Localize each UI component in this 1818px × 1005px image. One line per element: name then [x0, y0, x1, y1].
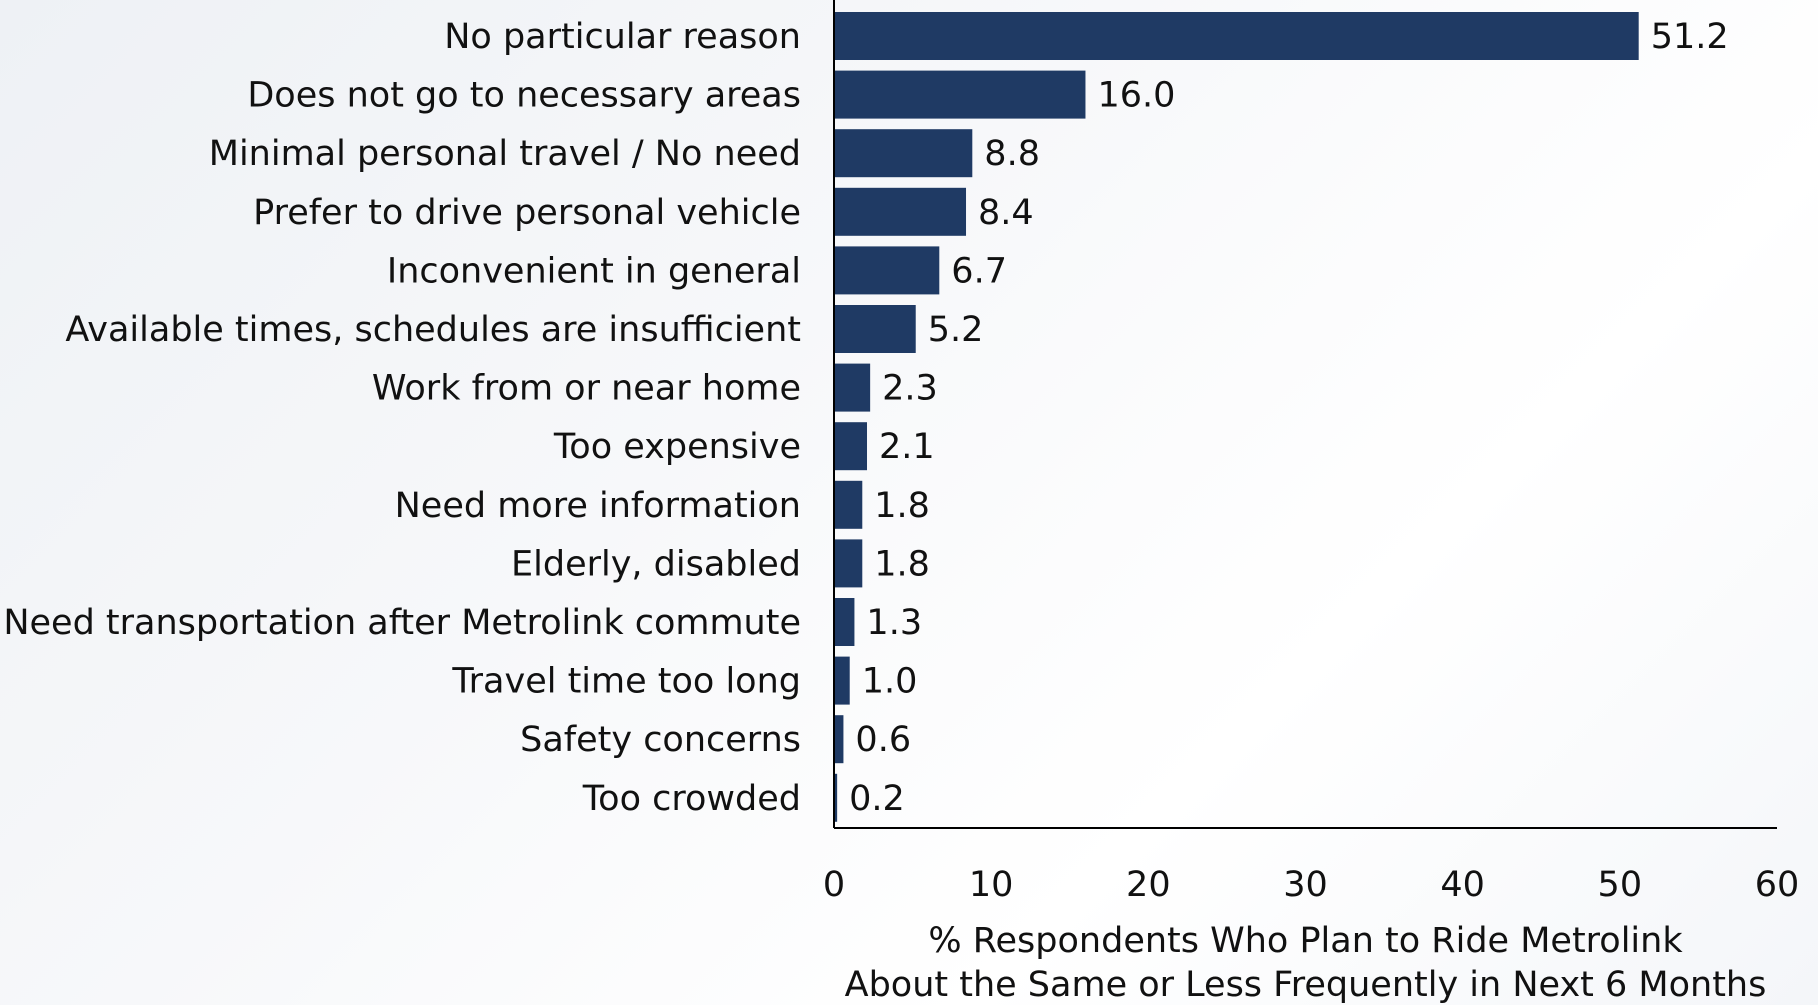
category-label: Minimal personal travel / No need	[209, 134, 801, 174]
bar	[834, 539, 863, 588]
bars-layer	[834, 12, 1639, 822]
x-axis-title-line-1: % Respondents Who Plan to Ride Metrolink	[928, 921, 1683, 961]
bar	[834, 773, 838, 822]
category-label: Too crowded	[582, 779, 801, 819]
value-label: 2.1	[879, 427, 935, 467]
value-label: 16.0	[1097, 76, 1175, 116]
bar	[834, 70, 1086, 119]
category-label: Need more information	[395, 486, 801, 526]
x-tick-label: 30	[1283, 865, 1328, 905]
bar	[834, 480, 863, 529]
category-label: No particular reason	[444, 17, 801, 57]
x-tick-label: 10	[969, 865, 1014, 905]
value-label: 0.2	[849, 779, 905, 819]
bar	[834, 129, 973, 178]
category-label: Inconvenient in general	[387, 251, 801, 291]
bar	[834, 12, 1639, 60]
category-label: Does not go to necessary areas	[247, 76, 801, 116]
x-tick-label: 60	[1755, 865, 1800, 905]
value-label: 1.8	[874, 486, 930, 526]
category-label: Work from or near home	[372, 369, 801, 409]
x-tick-label: 20	[1126, 865, 1171, 905]
value-label: 1.3	[866, 603, 922, 643]
bar	[834, 246, 940, 295]
category-label: Elderly, disabled	[511, 544, 801, 584]
value-label: 8.8	[984, 134, 1040, 174]
category-label: Too expensive	[553, 427, 801, 467]
x-tick-label: 50	[1598, 865, 1643, 905]
bar	[834, 598, 855, 646]
value-label: 51.2	[1651, 17, 1729, 57]
bar	[834, 656, 850, 705]
x-tick-label: 0	[823, 865, 845, 905]
value-label: 2.3	[882, 369, 938, 409]
bar	[834, 422, 868, 471]
category-label: Safety concerns	[520, 720, 801, 760]
x-ticks-layer: 0 10 20 30 40 50 60	[823, 865, 1799, 905]
value-label: 8.4	[978, 193, 1034, 233]
value-label: 1.8	[874, 544, 930, 584]
x-tick-label: 40	[1440, 865, 1485, 905]
category-label: Prefer to drive personal vehicle	[253, 193, 801, 233]
value-label: 0.6	[855, 720, 911, 760]
bar	[834, 363, 871, 412]
bar	[834, 305, 916, 353]
value-label: 6.7	[951, 251, 1007, 291]
category-label: Available times, schedules are insuffici…	[65, 310, 801, 350]
x-axis-title-line-2: About the Same or Less Frequently in Nex…	[845, 965, 1767, 1005]
category-label: Need transportation after Metrolink comm…	[3, 603, 801, 643]
bar	[834, 187, 967, 236]
category-label: Travel time too long	[451, 662, 801, 702]
value-label: 5.2	[928, 310, 984, 350]
bar	[834, 715, 844, 764]
value-label: 1.0	[862, 662, 918, 702]
labels-layer: No particular reason 51.2 Does not go to n…	[3, 17, 1728, 819]
